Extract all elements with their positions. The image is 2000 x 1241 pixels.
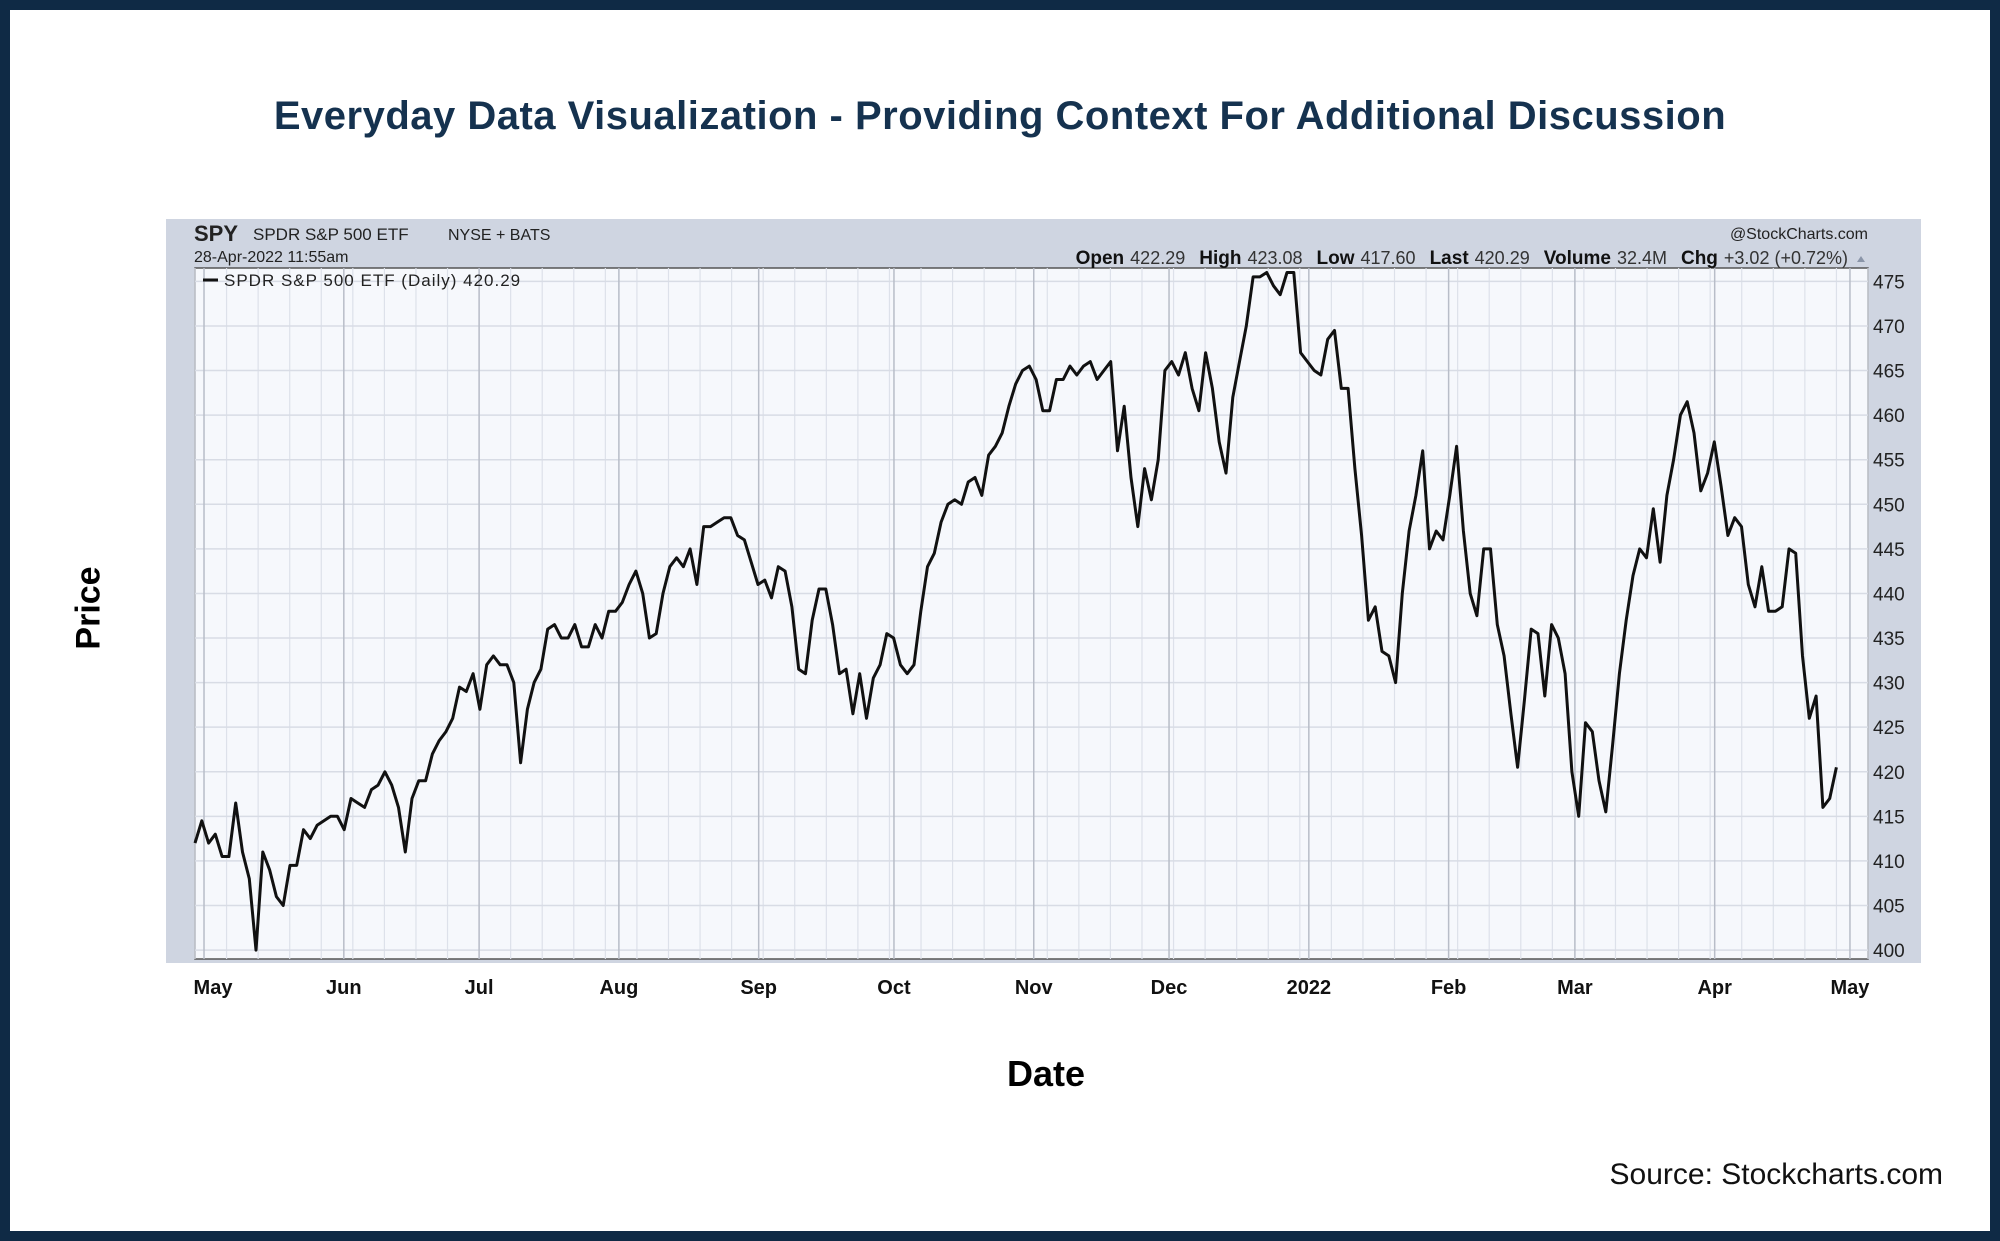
stat-label: High — [1199, 248, 1241, 269]
y-tick-label: 465 — [1873, 362, 1905, 383]
stat-value: 423.08 — [1247, 248, 1302, 268]
plot-area — [194, 267, 1869, 960]
y-tick-label: 460 — [1873, 406, 1905, 427]
stat-label: Last — [1430, 248, 1470, 269]
up-arrow-icon — [1857, 256, 1865, 262]
grid — [194, 268, 1869, 959]
x-tick-label: Dec — [1151, 977, 1188, 999]
x-axis-label: Date — [1006, 1053, 1086, 1094]
security-name: SPDR S&P 500 ETF — [253, 225, 409, 244]
y-tick-label: 420 — [1873, 763, 1905, 784]
stat-value: 422.29 — [1130, 248, 1185, 268]
stat-label: Open — [1076, 248, 1125, 269]
x-ticks: May Jun Jul Aug Sep Oct Nov Dec 2022 Feb Mar Apr May — [194, 977, 1871, 999]
y-tick-label: 430 — [1873, 674, 1905, 695]
x-tick-label: Sep — [740, 977, 777, 999]
x-tick-label: Nov — [1015, 977, 1054, 999]
x-tick-label: Jul — [465, 977, 494, 999]
watermark: @StockCharts.com — [1730, 226, 1868, 243]
stat-label: Volume — [1544, 248, 1611, 269]
y-tick-label: 475 — [1873, 272, 1905, 293]
source-note: Source: Stockcharts.com — [1609, 1158, 1943, 1191]
x-tick-label: Aug — [599, 977, 638, 999]
stat-value: 417.60 — [1361, 248, 1416, 268]
legend-label: SPDR S&P 500 ETF (Daily) 420.29 — [224, 271, 521, 290]
y-tick-label: 435 — [1873, 629, 1905, 650]
stat-value: 420.29 — [1475, 248, 1530, 268]
x-tick-label: Feb — [1431, 977, 1467, 999]
y-tick-label: 400 — [1873, 941, 1905, 962]
y-tick-label: 410 — [1873, 852, 1905, 873]
y-tick-label: 450 — [1873, 495, 1905, 516]
x-tick-label: Oct — [877, 977, 911, 999]
timestamp: 28-Apr-2022 11:55am — [194, 249, 348, 266]
y-tick-label: 425 — [1873, 718, 1905, 739]
y-tick-label: 445 — [1873, 540, 1905, 561]
x-tick-label: 2022 — [1287, 977, 1332, 999]
price-line — [193, 271, 1838, 952]
page-title: Everyday Data Visualization - Providing … — [273, 94, 1727, 138]
y-tick-label: 440 — [1873, 584, 1905, 605]
stat-value: +3.02 (+0.72%) — [1724, 248, 1848, 268]
x-tick-label: May — [194, 977, 234, 999]
y-ticks: 400 405 410 415 420 425 430 435 440 445 450 455 460 4… — [1873, 272, 1905, 962]
exchange: NYSE + BATS — [448, 227, 550, 244]
x-tick-label: Mar — [1557, 977, 1593, 999]
y-tick-label: 415 — [1873, 807, 1905, 828]
stat-label: Chg — [1681, 248, 1718, 269]
x-tick-label: May — [1831, 977, 1871, 999]
x-tick-label: Jun — [326, 977, 362, 999]
stat-value: 32.4M — [1617, 248, 1667, 268]
y-tick-label: 470 — [1873, 317, 1905, 338]
y-tick-label: 405 — [1873, 897, 1905, 918]
stat-label: Low — [1317, 248, 1355, 269]
x-tick-label: Apr — [1697, 977, 1732, 999]
symbol: SPY — [194, 221, 238, 246]
y-tick-label: 455 — [1873, 451, 1905, 472]
